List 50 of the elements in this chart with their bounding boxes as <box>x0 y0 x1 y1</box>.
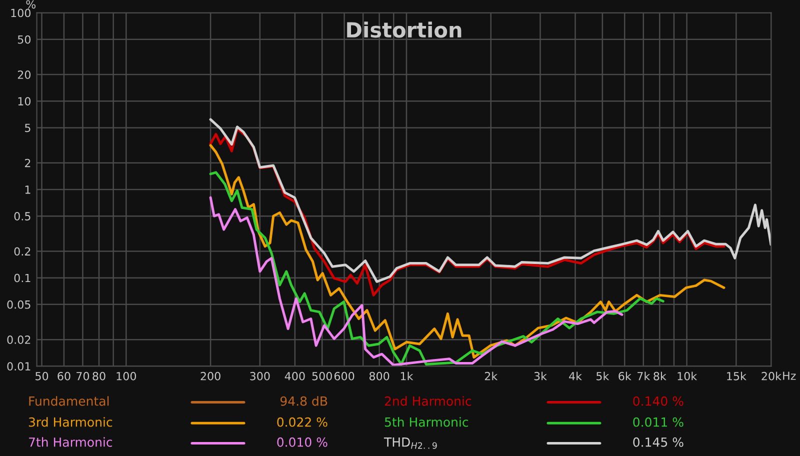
y-tick-label: 100 <box>11 8 31 18</box>
x-tick-label: 7k <box>638 372 650 380</box>
text: 7th Harmonic <box>29 437 112 447</box>
y-tick-label: 0.02 <box>7 336 30 344</box>
text: 0.011 % <box>633 417 684 427</box>
y-tick-label: 0.5 <box>14 212 30 220</box>
text: 94.8 dB <box>280 396 328 406</box>
x-tick-label: 10k <box>678 372 698 380</box>
text: 0.022 % <box>277 417 328 427</box>
x-axis-title: Hz <box>783 372 796 380</box>
text: 0.010 % <box>277 437 328 447</box>
x-tick-label: 60 <box>58 372 70 380</box>
y-tick-label: 2 <box>24 158 30 168</box>
x-tick-label: 6k <box>618 372 632 380</box>
x-tick-label: 1k <box>400 372 414 380</box>
x-tick-label: 15k <box>727 372 746 380</box>
x-tick-label: 200 <box>200 372 220 380</box>
x-tick-label: 100 <box>116 372 136 380</box>
text: THD$_{H2..9}$ <box>384 438 437 449</box>
y-tick-label: 20 <box>18 70 31 79</box>
y-tick-label: 5 <box>25 124 30 132</box>
x-tick-label: 3k <box>534 372 547 380</box>
x-tick-label: 600 <box>334 372 354 380</box>
y-axis-title: % <box>26 0 36 9</box>
x-tick-label: 800 <box>369 372 390 380</box>
x-tick-label: 8k <box>654 372 666 380</box>
x-tick-label: 80 <box>92 372 106 380</box>
chart-title: Distortion <box>347 22 462 38</box>
x-tick-label: 300 <box>250 372 270 380</box>
y-tick-label: 50 <box>18 35 31 44</box>
text: 3rd Harmonic <box>28 417 112 427</box>
x-tick-label: 500 <box>312 372 332 380</box>
legend-label: Fundamental <box>29 396 109 406</box>
x-tick-label: 400 <box>284 372 305 380</box>
y-tick-label: 1 <box>25 186 30 194</box>
y-tick-label: 0.01 <box>7 362 30 371</box>
text: 5th Harmonic <box>384 417 468 427</box>
x-tick-label: 5k <box>596 372 610 380</box>
x-tick-label: 50 <box>36 372 48 380</box>
x-tick-label: 2k <box>484 372 498 380</box>
text: 0.140 % <box>633 396 684 406</box>
text: 2nd Harmonic <box>384 396 472 406</box>
y-tick-label: 0.2 <box>14 247 30 256</box>
x-tick-label: 20k <box>762 372 782 380</box>
y-tick-label: 0.05 <box>7 300 30 309</box>
y-tick-label: 0.1 <box>14 274 30 282</box>
y-tick-label: 10 <box>18 97 31 106</box>
x-tick-label: 4k <box>569 372 582 380</box>
text: 0.145 % <box>633 437 684 447</box>
x-tick-label: 70 <box>76 372 90 380</box>
